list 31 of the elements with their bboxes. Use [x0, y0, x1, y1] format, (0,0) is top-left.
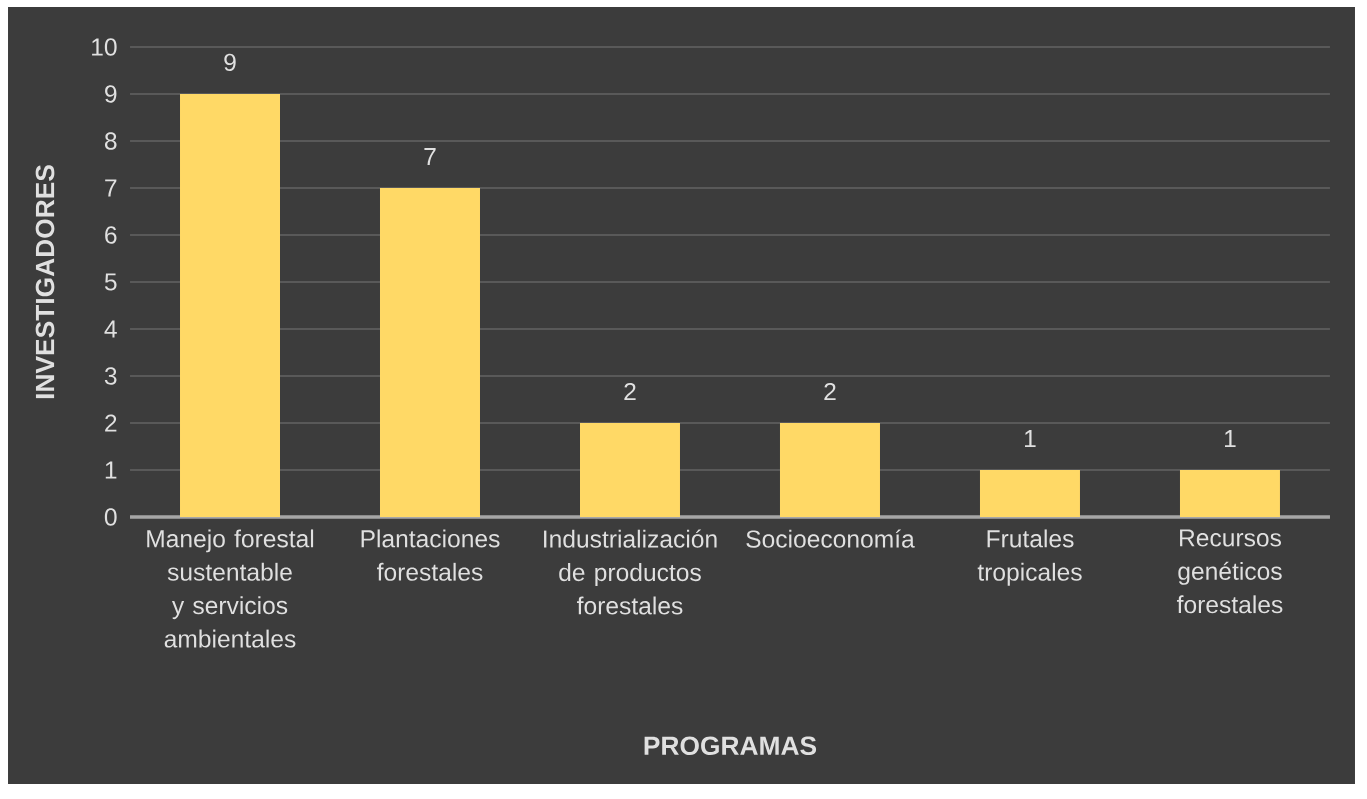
data-label: 1: [1225, 430, 1236, 448]
y-tick-label: 3: [104, 367, 117, 385]
y-tick-label: 6: [105, 226, 117, 244]
x-tick-label: Recursos genéticos forestales: [1176, 529, 1283, 614]
data-label: 9: [224, 53, 236, 72]
y-tick-label: 8: [104, 132, 117, 150]
bar: [779, 422, 880, 517]
data-label: 2: [824, 382, 836, 401]
bar: [1179, 469, 1280, 517]
y-tick-label: 10: [92, 38, 117, 56]
x-tick-label: Manejo forestal sustentable y servicios ambientales: [147, 529, 314, 648]
y-tick-label: 1: [105, 461, 117, 479]
bar: [979, 469, 1080, 517]
data-label: 2: [624, 382, 636, 401]
x-tick-label: Industrialización de productos forestales: [544, 529, 717, 615]
x-tick-label: Frutales tropicales: [977, 529, 1082, 586]
y-tick-label: 0: [104, 508, 117, 526]
x-axis-title: PROGRAMAS: [644, 736, 817, 756]
bar: [180, 94, 281, 517]
y-tick-label: 2: [105, 414, 117, 432]
y-tick-label: 5: [104, 273, 117, 291]
data-label: 7: [424, 148, 436, 166]
y-tick-label: 9: [105, 85, 117, 103]
x-tick-label: Plantaciones forestales: [361, 529, 500, 581]
bar: [580, 422, 680, 517]
data-label: 1: [1025, 430, 1036, 448]
y-axis-title: INVESTIGADORES: [35, 165, 55, 399]
bar: [380, 188, 480, 517]
x-tick-label: Socioeconomía: [746, 529, 915, 548]
y-tick-label: 7: [105, 179, 117, 197]
y-tick-label: 4: [104, 320, 117, 338]
